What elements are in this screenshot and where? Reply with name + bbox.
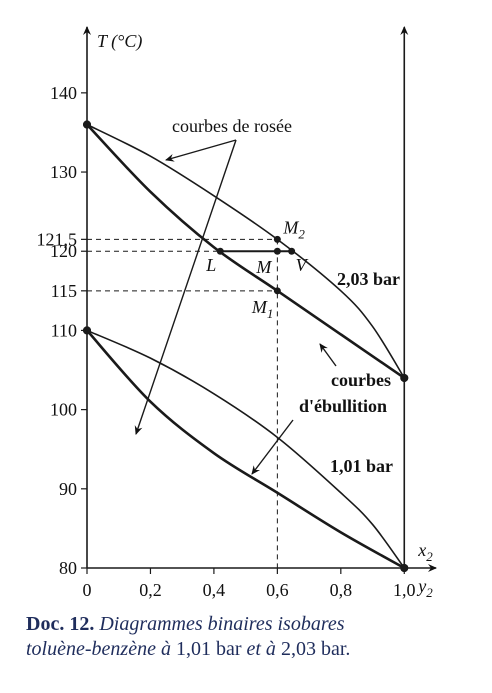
y-tick-label: 121,5	[37, 229, 78, 249]
caption-run: 1,01 bar	[175, 638, 247, 660]
y-tick-label: 100	[50, 400, 77, 420]
point	[216, 247, 224, 255]
point-label: M2	[282, 217, 305, 241]
annotation-arrow	[319, 343, 337, 367]
caption-run: toluène-benzène à	[26, 638, 176, 660]
annotation: d'ébullition	[299, 396, 387, 416]
annotation-arrow	[165, 139, 237, 162]
end-point	[400, 373, 409, 382]
point-label: M1	[251, 297, 274, 321]
y-tick-label: 80	[59, 558, 77, 578]
annotation: courbes	[331, 370, 391, 390]
y-tick-label: 140	[50, 83, 77, 103]
caption-run: Diagrammes binaires isobares	[94, 613, 345, 635]
caption-run: 2,03 bar.	[280, 638, 351, 660]
x-tick-label: 0	[83, 580, 92, 600]
point	[288, 247, 296, 255]
caption: Doc. 12. Diagrammes binaires isobares tol…	[26, 612, 486, 662]
point-label: M	[255, 257, 272, 277]
point-label-main: L	[205, 255, 216, 275]
x-tick-label: 0,8	[330, 580, 353, 600]
annotation-arrow	[251, 419, 294, 475]
caption-line: toluène-benzène à 1,01 bar et à 2,03 bar…	[26, 637, 486, 662]
point	[273, 235, 281, 243]
x-axis-label-sub: 2	[426, 549, 433, 564]
curve	[86, 329, 405, 570]
annotation-arrow	[134, 139, 237, 435]
point-label-main: V	[296, 255, 309, 275]
y-tick-label: 120	[50, 241, 77, 261]
x2-axis-label: y2	[416, 576, 433, 600]
caption-run: et à	[246, 638, 281, 660]
end-point	[400, 564, 409, 572]
x-tick-label: 0,4	[203, 580, 226, 600]
y-tick-label: 115	[51, 281, 77, 301]
x-tick-label: 0,2	[139, 580, 162, 600]
x-tick-label: 1,0	[393, 580, 416, 600]
point	[273, 247, 281, 255]
series-label: 1,01 bar	[330, 456, 393, 476]
curve	[86, 329, 405, 569]
x2-axis-label-main: y	[416, 576, 426, 596]
end-point	[83, 120, 91, 129]
point-label-sub: 1	[267, 306, 274, 321]
x-axis-label-main: x	[417, 540, 426, 560]
point-label-main: M	[282, 217, 299, 237]
point-label: V	[296, 255, 309, 275]
caption-line: Doc. 12. Diagrammes binaires isobares	[26, 612, 486, 637]
x-axis-label: x2	[417, 540, 433, 564]
x2-axis-label-sub: 2	[426, 585, 433, 600]
point-label: L	[205, 255, 216, 275]
point-label-sub: 2	[298, 226, 305, 241]
y-axis-label: T (°C)	[97, 31, 142, 52]
point-label-main: M	[255, 257, 272, 277]
curve	[86, 123, 406, 380]
y-tick-label: 90	[59, 479, 77, 499]
point	[273, 287, 281, 295]
annotation: courbes de rosée	[172, 116, 292, 136]
y-tick-label: 130	[50, 162, 77, 182]
series-label: 2,03 bar	[337, 269, 400, 289]
y-tick-label: 110	[51, 320, 77, 340]
point-label-main: M	[251, 297, 268, 317]
x-tick-label: 0,6	[266, 580, 289, 600]
end-point	[83, 326, 91, 335]
caption-run: Doc. 12.	[26, 613, 95, 635]
